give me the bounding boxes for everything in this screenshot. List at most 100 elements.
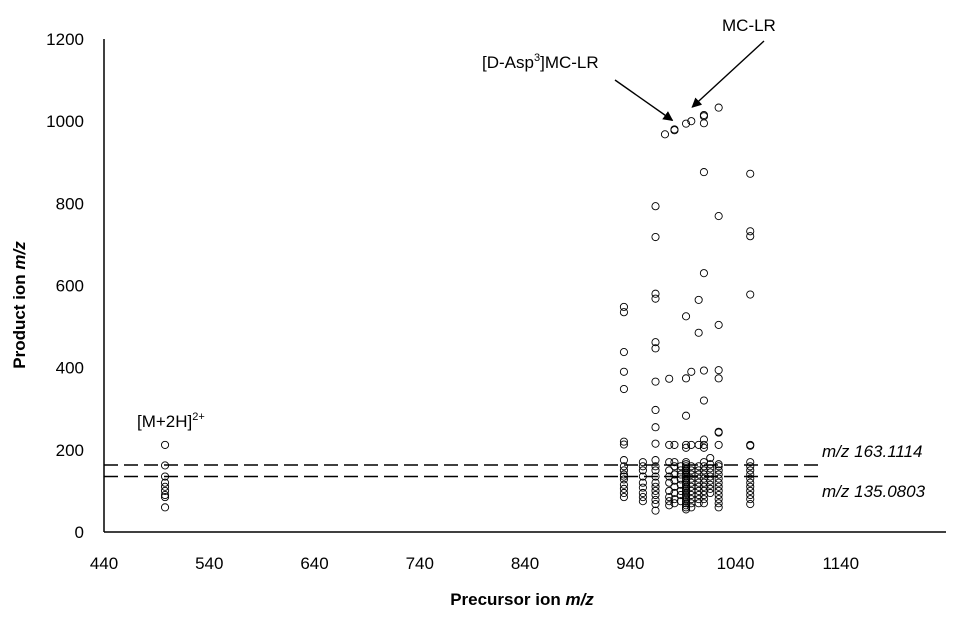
data-point bbox=[161, 504, 168, 511]
data-point bbox=[682, 412, 689, 419]
annotation-mclr: MC-LR bbox=[722, 16, 776, 35]
data-point bbox=[161, 441, 168, 448]
data-point bbox=[652, 500, 659, 507]
data-point bbox=[682, 313, 689, 320]
data-point bbox=[620, 493, 627, 500]
data-point bbox=[700, 496, 707, 503]
y-axis-title: Product ion m/z bbox=[10, 241, 29, 369]
data-point bbox=[620, 385, 627, 392]
y-tick-label: 200 bbox=[56, 441, 84, 460]
ref-label-135: m/z 135.0803 bbox=[822, 482, 926, 501]
data-point bbox=[695, 329, 702, 336]
data-point bbox=[747, 467, 754, 474]
data-point bbox=[747, 479, 754, 486]
data-point bbox=[652, 496, 659, 503]
data-point bbox=[700, 120, 707, 127]
data-point bbox=[747, 487, 754, 494]
data-point bbox=[747, 291, 754, 298]
data-point bbox=[652, 233, 659, 240]
data-point bbox=[715, 500, 722, 507]
annotation-m2h: [M+2H]2+ bbox=[137, 411, 205, 431]
data-point bbox=[620, 309, 627, 316]
data-point bbox=[707, 489, 714, 496]
x-tick-label: 440 bbox=[90, 554, 118, 573]
data-point bbox=[652, 487, 659, 494]
data-point bbox=[652, 424, 659, 431]
data-point bbox=[715, 367, 722, 374]
scatter-chart: 440 540 640 740 840 940 1040 114002004006008001… bbox=[0, 0, 977, 621]
data-point bbox=[747, 500, 754, 507]
data-point bbox=[695, 296, 702, 303]
data-point bbox=[747, 483, 754, 490]
data-point bbox=[747, 463, 754, 470]
data-point bbox=[671, 441, 678, 448]
data-point bbox=[715, 504, 722, 511]
data-point bbox=[707, 481, 714, 488]
data-point bbox=[652, 378, 659, 385]
y-tick-label: 400 bbox=[56, 359, 84, 378]
data-point bbox=[715, 471, 722, 478]
x-tick-label: 540 bbox=[195, 554, 223, 573]
data-point bbox=[639, 493, 646, 500]
annotation-arrow-mclr bbox=[692, 41, 764, 107]
data-point bbox=[620, 481, 627, 488]
data-point bbox=[707, 465, 714, 472]
x-tick-label: 640 bbox=[300, 554, 328, 573]
x-axis-title: Precursor ion m/z bbox=[450, 590, 594, 609]
data-point bbox=[620, 489, 627, 496]
data-point bbox=[747, 170, 754, 177]
y-tick-label: 1200 bbox=[46, 30, 84, 49]
y-tick-label: 0 bbox=[75, 523, 84, 542]
data-point bbox=[639, 498, 646, 505]
data-point bbox=[707, 469, 714, 476]
data-point bbox=[639, 463, 646, 470]
annotation-arrow-dasp bbox=[615, 80, 672, 120]
data-point bbox=[715, 321, 722, 328]
data-point bbox=[161, 483, 168, 490]
y-tick-label: 1000 bbox=[46, 112, 84, 131]
x-tick-label: 940 bbox=[616, 554, 644, 573]
data-point bbox=[715, 479, 722, 486]
ref-label-163: m/z 163.1114 bbox=[822, 442, 923, 461]
data-point bbox=[652, 406, 659, 413]
data-point bbox=[747, 233, 754, 240]
data-point bbox=[652, 440, 659, 447]
data-point bbox=[620, 368, 627, 375]
data-point bbox=[715, 496, 722, 503]
data-point bbox=[700, 169, 707, 176]
data-point bbox=[715, 375, 722, 382]
data-point bbox=[700, 367, 707, 374]
data-point bbox=[715, 104, 722, 111]
data-point bbox=[652, 507, 659, 514]
data-point bbox=[715, 491, 722, 498]
data-point bbox=[639, 489, 646, 496]
data-point bbox=[620, 485, 627, 492]
data-point bbox=[715, 475, 722, 482]
tick-labels: 440 540 640 740 840 940 1040 114002004006008001… bbox=[46, 30, 859, 573]
data-point bbox=[707, 477, 714, 484]
data-point bbox=[652, 483, 659, 490]
data-point bbox=[639, 459, 646, 466]
data-points bbox=[161, 104, 753, 514]
data-point bbox=[700, 270, 707, 277]
data-point bbox=[620, 348, 627, 355]
x-tick-label: 1140 bbox=[822, 554, 859, 573]
data-point bbox=[682, 375, 689, 382]
data-point bbox=[652, 203, 659, 210]
annotation-dasp-mclr: [D-Asp3]MC-LR bbox=[482, 52, 599, 72]
x-tick-label: 740 bbox=[406, 554, 434, 573]
x-tick-label: 840 bbox=[511, 554, 539, 573]
axes bbox=[104, 39, 946, 532]
data-point bbox=[700, 397, 707, 404]
data-point bbox=[652, 295, 659, 302]
x-tick-label: 1040 bbox=[717, 554, 755, 573]
annotations bbox=[615, 41, 764, 120]
data-point bbox=[715, 487, 722, 494]
data-point bbox=[715, 483, 722, 490]
data-point bbox=[688, 368, 695, 375]
data-point bbox=[707, 485, 714, 492]
data-point bbox=[715, 212, 722, 219]
data-point bbox=[666, 375, 673, 382]
data-point bbox=[661, 131, 668, 138]
y-tick-label: 800 bbox=[56, 194, 84, 213]
